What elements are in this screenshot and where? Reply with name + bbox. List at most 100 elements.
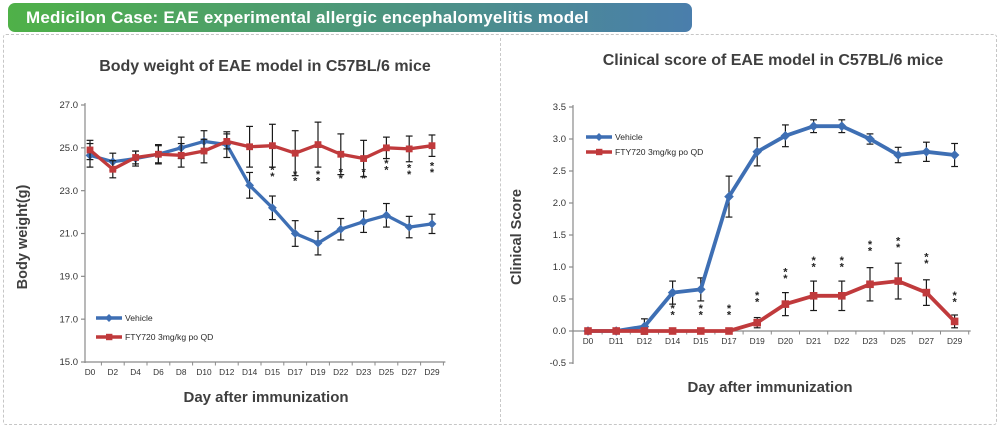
svg-text:D11: D11 [609,336,624,346]
svg-text:1.0: 1.0 [553,262,566,273]
svg-text:*: * [727,309,732,321]
svg-text:D29: D29 [424,367,440,377]
body-weight-chart: Body weight of EAE model in C57BL/6 mice… [15,58,446,406]
svg-text:*: * [430,167,435,179]
svg-text:*: * [924,258,929,270]
x-axis-label: Day after immunization [687,379,852,396]
y-axis-label: Clinical Score [509,189,525,285]
svg-text:0.0: 0.0 [553,326,566,337]
svg-text:FTY720 3mg/kg po QD: FTY720 3mg/kg po QD [125,332,213,342]
svg-text:D14: D14 [665,336,681,346]
header-title: Medicilon Case: EAE experimental allergi… [26,8,589,27]
svg-text:D12: D12 [637,336,653,346]
svg-text:-0.5: -0.5 [550,358,566,369]
svg-text:*: * [840,255,845,267]
svg-text:*: * [670,309,675,321]
svg-text:D21: D21 [806,336,822,346]
svg-text:*: * [384,165,389,177]
header-banner: Medicilon Case: EAE experimental allergi… [8,3,692,32]
svg-text:D4: D4 [130,367,141,377]
svg-text:25.0: 25.0 [60,143,79,154]
svg-text:*: * [316,169,321,181]
svg-text:*: * [407,169,412,181]
svg-text:*: * [699,309,704,321]
svg-text:Vehicle: Vehicle [125,313,153,323]
legend: Vehicle FTY720 3mg/kg po QD [96,313,213,342]
svg-text:*: * [339,167,344,179]
clinical-score-chart: Clinical score of EAE model in C57BL/6 m… [509,52,971,396]
svg-text:*: * [293,175,298,187]
svg-text:1.5: 1.5 [553,230,566,241]
svg-text:2.0: 2.0 [553,198,566,209]
svg-text:Body weight of EAE model in C5: Body weight of EAE model in C57BL/6 mice [99,58,431,75]
svg-text:19.0: 19.0 [60,272,79,283]
svg-text:*: * [755,297,760,309]
chart-title: Body weight of EAE model in C57BL/6 mice [99,58,431,75]
svg-text:*: * [670,303,675,315]
svg-text:D8: D8 [176,367,187,377]
svg-text:*: * [952,297,957,309]
x-axis: D0 D11 D12 D14 D15 D17 D19 D20 D21 D22 D23 D25 D27 D2… [573,330,971,346]
svg-text:*: * [384,158,389,170]
svg-text:15.0: 15.0 [60,357,79,368]
svg-text:*: * [952,290,957,302]
svg-text:D17: D17 [721,336,737,346]
svg-text:D23: D23 [356,367,372,377]
svg-text:*: * [868,239,873,251]
svg-text:*: * [868,245,873,257]
svg-text:Clinical score of EAE model in: Clinical score of EAE model in C57BL/6 m… [603,52,944,69]
chart-title: Clinical score of EAE model in C57BL/6 m… [603,52,944,69]
svg-text:D0: D0 [583,336,594,346]
svg-text:D19: D19 [310,367,326,377]
svg-text:D20: D20 [778,336,794,346]
svg-text:D17: D17 [288,367,304,377]
significance-marks: ********************** [670,236,957,322]
svg-text:D2: D2 [107,367,118,377]
svg-text:17.0: 17.0 [60,314,79,325]
svg-text:D6: D6 [153,367,164,377]
svg-text:*: * [783,266,788,278]
svg-text:D27: D27 [402,367,418,377]
svg-text:*: * [755,290,760,302]
svg-text:D29: D29 [947,336,963,346]
svg-text:*: * [896,242,901,254]
svg-text:*: * [361,167,366,179]
legend: Vehicle FTY720 3mg/kg po QD [586,132,703,157]
svg-text:*: * [316,175,321,187]
svg-text:3.5: 3.5 [553,102,566,113]
x-axis: D0 D2 D4 D6 D8 D10 D12 D14 D15 D17 D19 D22 D23 D25 D27… [85,361,446,377]
svg-text:2.5: 2.5 [553,166,566,177]
svg-text:D10: D10 [196,367,212,377]
svg-text:3.0: 3.0 [553,134,566,145]
svg-text:23.0: 23.0 [60,186,79,197]
svg-text:*: * [811,261,816,273]
panel-divider [500,38,501,422]
significance-marks: ** ********** **** [270,158,435,187]
svg-text:*: * [407,162,412,174]
svg-text:D25: D25 [891,336,907,346]
svg-text:*: * [270,171,275,183]
svg-text:0.5: 0.5 [553,294,566,305]
svg-text:*: * [783,273,788,285]
svg-text:*: * [293,169,298,181]
series-fty720 [86,121,436,179]
svg-text:*: * [270,165,275,177]
svg-text:Vehicle: Vehicle [615,132,643,142]
svg-text:D14: D14 [242,367,258,377]
svg-text:D25: D25 [379,367,395,377]
svg-text:*: * [339,173,344,185]
svg-text:*: * [811,255,816,267]
svg-text:D15: D15 [693,336,709,346]
y-axis-label: Body weight(g) [15,184,31,289]
svg-text:*: * [896,236,901,248]
svg-text:*: * [924,252,929,264]
svg-text:*: * [430,160,435,172]
svg-text:*: * [699,303,704,315]
svg-text:*: * [840,261,845,273]
y-axis: -0.5 0.0 0.5 1.0 1.5 2.0 2.5 3.0 3.5 [550,102,574,369]
svg-text:D15: D15 [265,367,281,377]
svg-text:FTY720 3mg/kg po QD: FTY720 3mg/kg po QD [615,147,703,157]
svg-text:D19: D19 [750,336,766,346]
svg-text:D12: D12 [219,367,235,377]
svg-text:D0: D0 [85,367,96,377]
